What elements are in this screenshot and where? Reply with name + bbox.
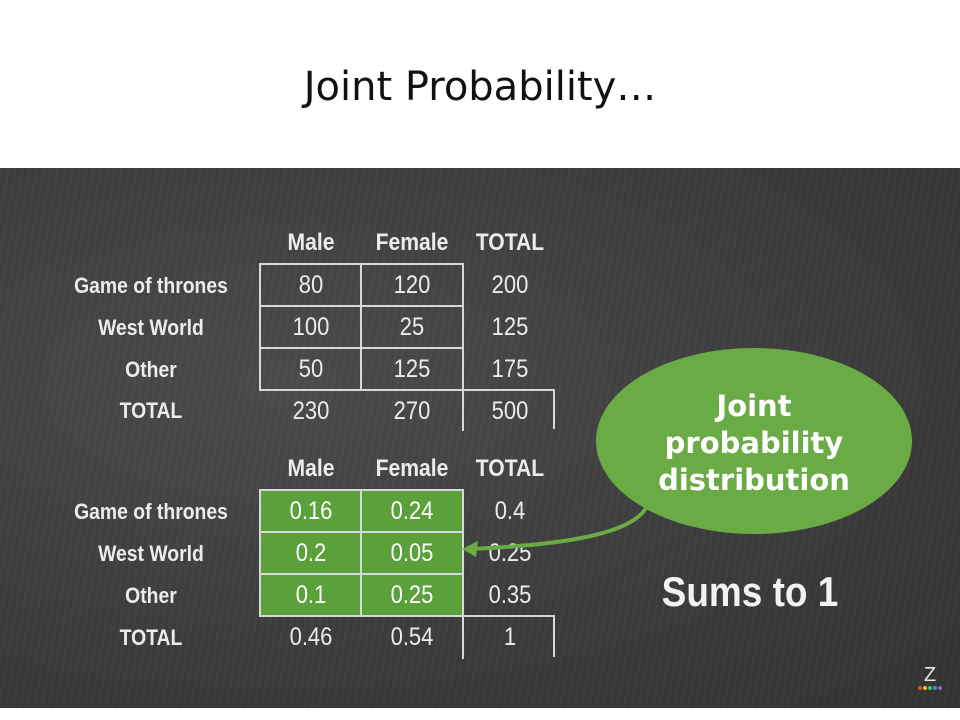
table-cell: 0.35: [488, 581, 532, 609]
table-cell: 0.54: [390, 623, 434, 651]
logo-dot: [918, 686, 922, 690]
callout-text: Joint probability distribution: [596, 388, 912, 499]
callout-bubble: [596, 348, 912, 534]
grid-line: [259, 489, 464, 491]
table-cell: 50: [298, 355, 324, 383]
table-cell: 200: [491, 271, 529, 299]
callout-line-3: distribution: [658, 463, 850, 497]
grid-line: [259, 305, 464, 307]
table-cell: 25: [399, 313, 425, 341]
col-header-female: Female: [375, 229, 449, 256]
table-cell: 0.24: [390, 497, 434, 525]
callout-line-2: probability: [664, 426, 844, 460]
table-cell: 0.2: [295, 539, 327, 567]
grid-line: [259, 263, 464, 265]
table-cell: 0.1: [295, 581, 327, 609]
row-label-west-world: West World: [98, 541, 204, 566]
table-cell: 0.05: [390, 539, 434, 567]
col-header-male: Male: [287, 455, 335, 482]
table-cell: 0.4: [494, 497, 526, 525]
col-header-male: Male: [287, 229, 335, 256]
grid-line: [259, 573, 464, 575]
table-cell: 1: [503, 623, 517, 651]
table-cell: 120: [393, 271, 431, 299]
table-cell: 100: [292, 313, 330, 341]
logo-dot: [928, 686, 932, 690]
table-cell: 0.46: [289, 623, 333, 651]
row-label-total: TOTAL: [119, 398, 183, 423]
table-cell: 500: [491, 397, 529, 425]
row-label-game-of-thrones: Game of thrones: [74, 499, 228, 524]
row-label-other: Other: [125, 357, 177, 382]
grid-line: [360, 263, 362, 391]
row-label-total: TOTAL: [119, 625, 183, 650]
col-header-total: TOTAL: [475, 229, 545, 256]
table-cell: 230: [292, 397, 330, 425]
grid-line: [259, 615, 555, 617]
grid-line: [553, 389, 555, 429]
table-cell: 0.25: [390, 581, 434, 609]
table-cell: 175: [491, 355, 529, 383]
grid-line: [259, 347, 464, 349]
col-header-total: TOTAL: [475, 455, 545, 482]
grid-line: [259, 389, 555, 391]
logo-dot: [933, 686, 937, 690]
slide-title: Joint Probability…: [303, 64, 657, 110]
table-cell: 125: [393, 355, 431, 383]
grid-line: [259, 263, 261, 391]
table-cell: 80: [298, 271, 324, 299]
logo-dot: [938, 686, 942, 690]
row-label-other: Other: [125, 583, 177, 608]
row-label-west-world: West World: [98, 315, 204, 340]
table-cell: 125: [491, 313, 529, 341]
grid-line: [259, 531, 464, 533]
brand-logo: Z: [923, 664, 937, 686]
grid-line: [360, 489, 362, 617]
row-label-game-of-thrones: Game of thrones: [74, 273, 228, 298]
col-header-female: Female: [375, 455, 449, 482]
grid-line: [553, 615, 555, 657]
brand-logo-dots: [918, 686, 944, 690]
table-cell: 0.16: [289, 497, 333, 525]
logo-dot: [923, 686, 927, 690]
grid-line: [259, 489, 261, 617]
table-cell: 270: [393, 397, 431, 425]
callout-line-1: Joint: [716, 389, 792, 423]
sums-to-one-text: Sums to 1: [661, 568, 839, 615]
